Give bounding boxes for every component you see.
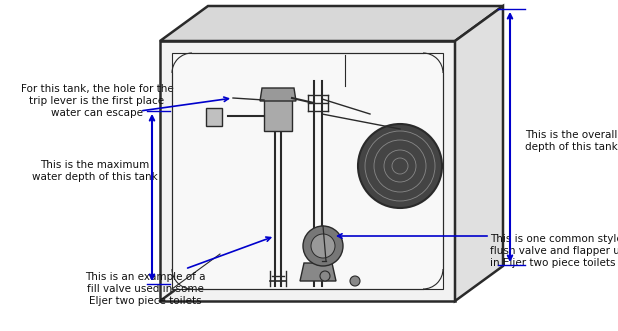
- Polygon shape: [455, 6, 503, 301]
- Text: This is an example of a
fill valve used in some
Eljer two piece toilets: This is an example of a fill valve used …: [85, 272, 205, 306]
- Polygon shape: [160, 41, 455, 301]
- Text: This is the overall
depth of this tank: This is the overall depth of this tank: [525, 130, 618, 152]
- Polygon shape: [160, 6, 503, 41]
- Circle shape: [320, 271, 330, 281]
- Circle shape: [303, 226, 343, 266]
- Circle shape: [358, 124, 442, 208]
- Polygon shape: [264, 96, 292, 131]
- Circle shape: [311, 234, 335, 258]
- Text: This is one common style of
flush valve and flapper used
in Eljer two piece toil: This is one common style of flush valve …: [490, 234, 618, 267]
- Polygon shape: [206, 108, 222, 126]
- Polygon shape: [172, 53, 443, 289]
- Circle shape: [350, 276, 360, 286]
- Text: This is the maximum
water depth of this tank: This is the maximum water depth of this …: [32, 160, 158, 182]
- Text: For this tank, the hole for the
trip lever is the first place
water can escape: For this tank, the hole for the trip lev…: [20, 84, 174, 118]
- Polygon shape: [300, 263, 336, 281]
- Polygon shape: [260, 88, 296, 101]
